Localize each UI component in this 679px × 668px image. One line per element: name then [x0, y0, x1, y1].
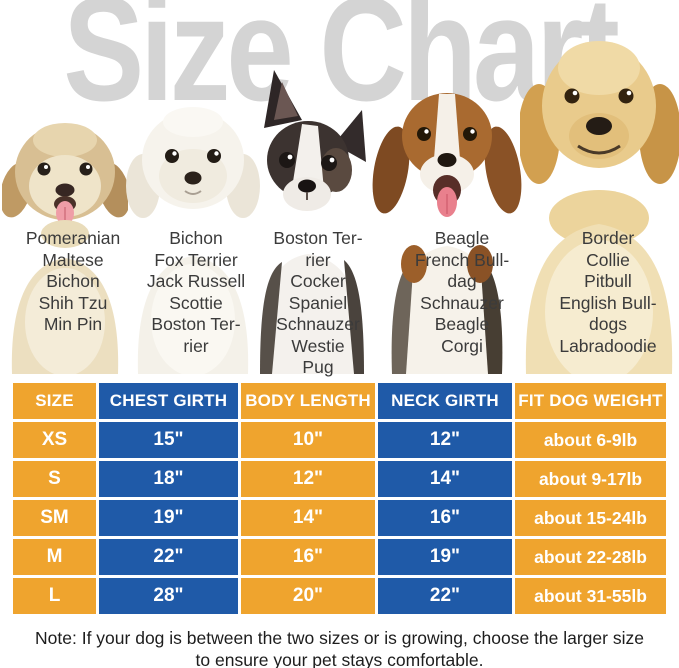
breed-name: Corgi: [441, 335, 483, 356]
size-table-header-row: SIZE CHEST GIRTH BODY LENGTH NECK GIRTH …: [13, 383, 666, 419]
header-size: SIZE: [13, 383, 96, 419]
breed-name: Shih Tzu: [38, 292, 108, 313]
breed-name: Pitbull: [584, 271, 632, 291]
breed-name: Border: [581, 228, 635, 248]
sizing-note-line1: Note: If your dog is between the two siz…: [35, 628, 644, 648]
neck-cell: 22": [378, 578, 512, 614]
breed-name: Jack Russell: [146, 271, 246, 291]
header-chest-girth: CHEST GIRTH: [99, 383, 238, 419]
sizing-note: Note: If your dog is between the two siz…: [0, 627, 679, 668]
breed-name: Spaniel: [288, 292, 348, 313]
dog-photo-shih-tzu: [2, 123, 128, 374]
size-cell: XS: [13, 422, 96, 458]
breed-name: Min Pin: [43, 314, 103, 334]
table-row-sm: SM 19" 14" 16" about 15-24lb: [13, 500, 666, 536]
body-cell: 12": [241, 461, 375, 497]
breed-name: dag: [447, 271, 477, 291]
breed-list-l: Border Collie Pitbull English Bull- dogs…: [537, 228, 679, 357]
breed-list-xs: Pomeranian Maltese Bichon Shih Tzu Min P…: [3, 228, 143, 336]
breed-list-m: Beagle French Bull- dag Schnauzer Beagle…: [392, 228, 532, 357]
header-body-length: BODY LENGTH: [241, 383, 375, 419]
header-fit-dog-weight: FIT DOG WEIGHT: [515, 383, 666, 419]
weight-cell: about 15-24lb: [515, 500, 666, 536]
breed-name: Boston Ter-: [273, 228, 363, 248]
weight-cell: about 9-17lb: [515, 461, 666, 497]
neck-cell: 14": [378, 461, 512, 497]
chest-cell: 18": [99, 461, 238, 497]
body-cell: 16": [241, 539, 375, 575]
dog-photo-maltese: [126, 107, 260, 374]
weight-cell: about 6-9lb: [515, 422, 666, 458]
body-cell: 14": [241, 500, 375, 536]
size-table: SIZE CHEST GIRTH BODY LENGTH NECK GIRTH …: [10, 380, 669, 617]
table-row-l: L 28" 20" 22" about 31-55lb: [13, 578, 666, 614]
breed-name: rier: [183, 335, 209, 356]
breed-name: Beagle: [434, 314, 490, 334]
breed-name: Schnauzer: [276, 314, 360, 334]
breed-name: Cocker: [290, 271, 346, 291]
breed-name: Scottie: [169, 292, 223, 313]
breed-list-sm: Boston Ter- rier Cocker Spaniel Schnauze…: [248, 228, 388, 379]
header-neck-girth: NECK GIRTH: [378, 383, 512, 419]
table-row-m: M 22" 16" 19" about 22-28lb: [13, 539, 666, 575]
breed-name: Schnauzer: [420, 292, 504, 313]
size-cell: S: [13, 461, 96, 497]
breed-name: Pomeranian: [25, 228, 121, 248]
body-cell: 20": [241, 578, 375, 614]
breed-name: English Bull-: [559, 292, 657, 313]
chest-cell: 19": [99, 500, 238, 536]
weight-cell: about 22-28lb: [515, 539, 666, 575]
table-row-s: S 18" 12" 14" about 9-17lb: [13, 461, 666, 497]
size-cell: SM: [13, 500, 96, 536]
sizing-note-line2: to ensure your pet stays comfortable.: [195, 650, 484, 668]
breed-name: Labradoodie: [559, 335, 657, 356]
weight-cell: about 31-55lb: [515, 578, 666, 614]
table-row-xs: XS 15" 10" 12" about 6-9lb: [13, 422, 666, 458]
chest-cell: 15": [99, 422, 238, 458]
dog-photo-beagle: [372, 93, 522, 374]
neck-cell: 16": [378, 500, 512, 536]
breed-name: French Bull-: [414, 249, 510, 270]
breed-list-s: Bichon Fox Terrier Jack Russell Scottie …: [126, 228, 266, 357]
breed-name: Collie: [586, 249, 630, 270]
neck-cell: 19": [378, 539, 512, 575]
breed-name: Beagle: [434, 228, 490, 248]
breed-name: Maltese: [42, 249, 104, 270]
breed-name: Westie: [291, 335, 345, 356]
breed-name: Bichon: [169, 228, 223, 248]
size-cell: L: [13, 578, 96, 614]
dog-photo-golden-retriever: [520, 41, 679, 374]
breed-name: Pug: [302, 357, 334, 377]
breed-name: Fox Terrier: [154, 249, 238, 270]
body-cell: 10": [241, 422, 375, 458]
size-cell: M: [13, 539, 96, 575]
chest-cell: 28": [99, 578, 238, 614]
breed-name: rier: [305, 249, 331, 270]
chest-cell: 22": [99, 539, 238, 575]
neck-cell: 12": [378, 422, 512, 458]
breed-name: Boston Ter-: [151, 314, 241, 334]
breed-name: Bichon: [46, 271, 100, 291]
breed-name: dogs: [589, 314, 627, 334]
dog-photo-boston-terrier: [260, 70, 366, 374]
